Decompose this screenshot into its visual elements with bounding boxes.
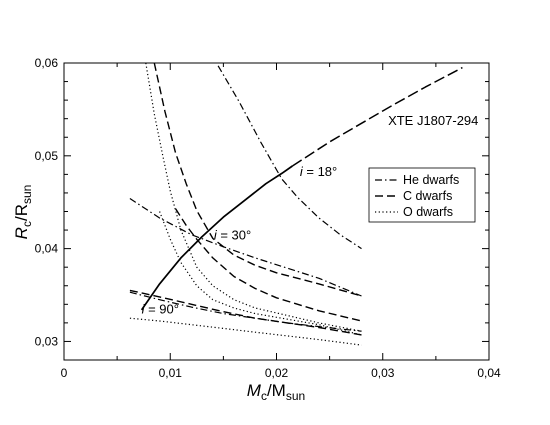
series-line-dotted-10 bbox=[129, 317, 362, 346]
series-layer bbox=[129, 62, 463, 346]
series-line-dashed-6 bbox=[175, 208, 362, 322]
series-line-dashdot-4 bbox=[129, 291, 362, 332]
annotation-3: i = 90° bbox=[142, 302, 179, 317]
legend: He dwarfs C dwarfs O dwarfs bbox=[368, 167, 476, 223]
series-line-dotted-8 bbox=[145, 62, 362, 332]
annotation-0: XTE J1807-294 bbox=[388, 113, 478, 128]
y-tick-label: 0,03 bbox=[35, 334, 59, 348]
x-tick-label: 0,01 bbox=[159, 366, 183, 380]
annotation-layer: XTE J1807-294 i = 18° i = 30° i = 90° bbox=[142, 113, 479, 316]
series-line-dashed-7 bbox=[129, 289, 362, 336]
legend-label-o: O dwarfs bbox=[403, 205, 453, 219]
x-tick-label: 0 bbox=[61, 366, 68, 380]
y-tick-label: 0,04 bbox=[35, 242, 59, 256]
x-axis-title: Mc/Msun bbox=[247, 381, 305, 403]
x-tick-label: 0,04 bbox=[477, 366, 501, 380]
x-tick-label: 0,03 bbox=[371, 366, 395, 380]
annotation-1: i = 18° bbox=[300, 164, 337, 179]
series-line-solid-upper-1 bbox=[291, 66, 463, 167]
legend-label-c: C dwarfs bbox=[403, 189, 452, 203]
y-tick-label: 0,06 bbox=[35, 56, 59, 70]
series-line-dotted-9 bbox=[159, 211, 362, 336]
legend-box bbox=[368, 167, 476, 223]
series-line-dashdot-2 bbox=[217, 65, 362, 250]
series-line-dashdot-3 bbox=[129, 197, 362, 297]
series-line-dashed-5 bbox=[153, 62, 362, 297]
y-tick-label: 0,05 bbox=[35, 149, 59, 163]
y-axis-title: Rc/Rsun bbox=[12, 185, 34, 240]
series-line-solid-0 bbox=[140, 165, 293, 311]
annotation-2: i = 30° bbox=[214, 227, 251, 242]
axis-ticks: 0 0,01 0,02 0,03 0,04 0,03 0,04 0,05 0,06 bbox=[35, 56, 501, 380]
legend-label-he: He dwarfs bbox=[403, 173, 459, 187]
x-tick-label: 0,02 bbox=[265, 366, 289, 380]
